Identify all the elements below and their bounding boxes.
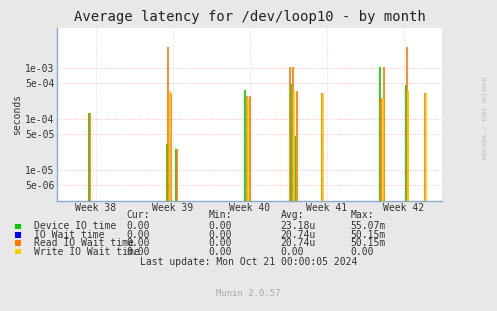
Text: Read IO Wait time: Read IO Wait time: [34, 238, 134, 248]
Text: 0.00: 0.00: [209, 238, 232, 248]
Text: 0.00: 0.00: [350, 247, 374, 257]
Text: 50.15m: 50.15m: [350, 230, 386, 240]
Y-axis label: seconds: seconds: [12, 94, 22, 135]
Text: 0.00: 0.00: [209, 221, 232, 231]
Text: 0.00: 0.00: [127, 238, 150, 248]
Text: Last update: Mon Oct 21 00:00:05 2024: Last update: Mon Oct 21 00:00:05 2024: [140, 257, 357, 267]
Text: IO Wait time: IO Wait time: [34, 230, 104, 240]
Text: 50.15m: 50.15m: [350, 238, 386, 248]
Text: 0.00: 0.00: [209, 247, 232, 257]
Text: Write IO Wait time: Write IO Wait time: [34, 247, 140, 257]
Text: 55.07m: 55.07m: [350, 221, 386, 231]
Text: 0.00: 0.00: [127, 230, 150, 240]
Text: Avg:: Avg:: [281, 210, 304, 220]
Text: 0.00: 0.00: [127, 247, 150, 257]
Text: Max:: Max:: [350, 210, 374, 220]
Text: 20.74u: 20.74u: [281, 230, 316, 240]
Text: Device IO time: Device IO time: [34, 221, 116, 231]
Text: RRDTOOL / TOBI OETIKER: RRDTOOL / TOBI OETIKER: [482, 77, 487, 160]
Text: Cur:: Cur:: [127, 210, 150, 220]
Text: Munin 2.0.57: Munin 2.0.57: [216, 290, 281, 298]
Text: 0.00: 0.00: [281, 247, 304, 257]
Text: 20.74u: 20.74u: [281, 238, 316, 248]
Text: 0.00: 0.00: [127, 221, 150, 231]
Text: Min:: Min:: [209, 210, 232, 220]
Title: Average latency for /dev/loop10 - by month: Average latency for /dev/loop10 - by mon…: [74, 10, 425, 24]
Text: 23.18u: 23.18u: [281, 221, 316, 231]
Text: 0.00: 0.00: [209, 230, 232, 240]
